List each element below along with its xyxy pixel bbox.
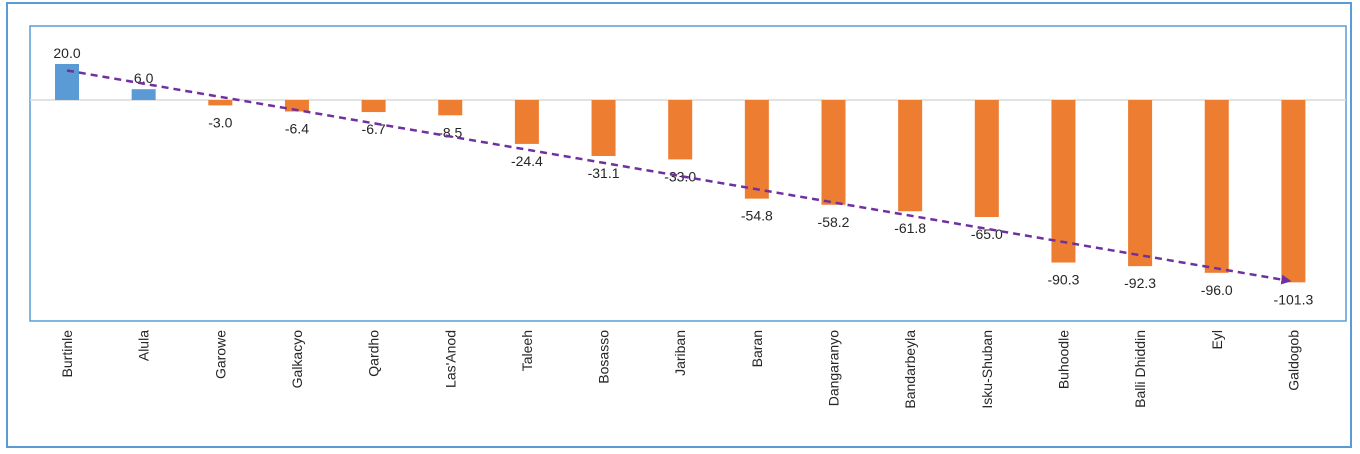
category-label: Garowe (212, 330, 228, 379)
value-labels-group: 20.06.0-3.0 -6.4 -6.7 -8.5-24.4-31.1 -33.0-5… (53, 45, 1313, 307)
value-label: -54.8 (741, 208, 773, 224)
category-label: Jariban (672, 330, 688, 376)
bar-garowe (208, 100, 233, 106)
value-label: -96.0 (1201, 282, 1233, 298)
value-label: -31.1 (588, 165, 620, 181)
bar-dangaranyo (821, 100, 846, 205)
bar-balli-dhiddin (1128, 100, 1153, 267)
category-label: Isku-Shuban (979, 330, 995, 409)
category-label: Taleeh (519, 330, 535, 371)
value-label: -61.8 (894, 220, 926, 236)
category-label: Galkacyo (289, 330, 305, 389)
bar-las-anod (438, 100, 463, 116)
value-label: -24.4 (511, 153, 543, 169)
bar-taleeh (514, 100, 539, 144)
bar-eyl (1204, 100, 1229, 273)
value-label: -92.3 (1124, 275, 1156, 291)
category-label: Qardho (366, 330, 382, 377)
value-label: -6.4 (285, 121, 309, 137)
category-label: Eyl (1209, 330, 1225, 349)
value-label: -58.2 (818, 214, 850, 230)
bar-qardho (361, 100, 386, 113)
value-label: -33.0 (664, 168, 696, 184)
category-label: Alula (136, 330, 152, 361)
bar-galkacyo (284, 100, 309, 112)
bars-group (55, 64, 1306, 283)
bar-baran (744, 100, 769, 199)
value-label: -90.3 (1047, 272, 1079, 288)
value-label: -8.5 (438, 124, 462, 140)
plot-area (29, 25, 1347, 322)
chart-frame (6, 2, 1352, 448)
trendline (66, 69, 1292, 285)
value-label: -101.3 (1274, 291, 1314, 307)
bar-alula (131, 89, 156, 100)
category-labels-group: Burtinle Alula Garowe Galkacyo Qardho Las'Ano… (59, 330, 1301, 409)
bar-jariban (668, 100, 693, 160)
bar-bosasso (591, 100, 616, 156)
value-label: -6.7 (362, 121, 386, 137)
category-label: Buhoodle (1055, 330, 1071, 389)
bar-isku-shuban (974, 100, 999, 217)
bar-burtinle (55, 64, 79, 100)
value-label: 20.0 (53, 45, 80, 61)
category-label: Balli Dhiddin (1132, 330, 1148, 408)
category-label: Dangaranyo (826, 330, 842, 406)
value-label: -65.0 (971, 226, 1003, 242)
bar-buhoodle (1051, 100, 1076, 263)
bar-galdogob (1281, 100, 1306, 283)
category-label: Bosasso (596, 330, 612, 384)
category-label: Bandarbeyla (902, 330, 918, 409)
value-label: -3.0 (208, 114, 232, 130)
category-label: Las'Anod (442, 330, 458, 388)
bar-bandarbeyla (898, 100, 923, 212)
category-label: Galdogob (1285, 330, 1301, 391)
category-label: Burtinle (59, 330, 75, 378)
category-label: Baran (749, 330, 765, 367)
